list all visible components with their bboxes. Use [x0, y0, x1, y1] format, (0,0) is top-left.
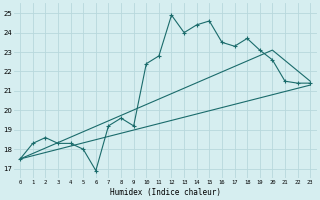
X-axis label: Humidex (Indice chaleur): Humidex (Indice chaleur) [110, 188, 221, 197]
